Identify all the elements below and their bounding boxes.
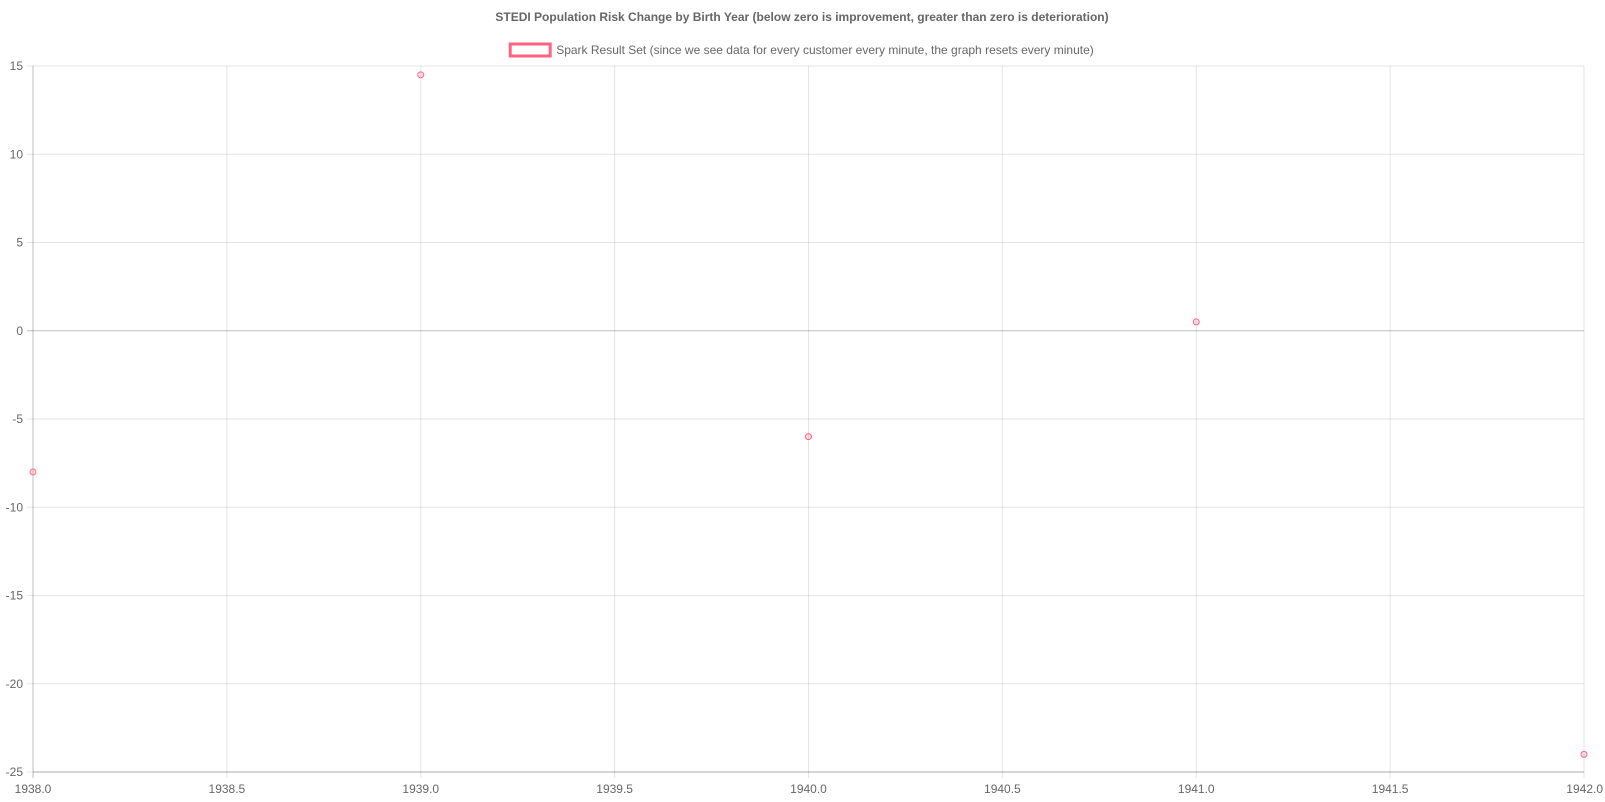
data-point[interactable] bbox=[1580, 750, 1588, 758]
grid bbox=[27, 65, 1585, 778]
y-tick-label: -20 bbox=[6, 677, 24, 691]
data-point[interactable] bbox=[805, 433, 812, 441]
legend-swatch[interactable] bbox=[508, 42, 552, 58]
x-tick-label: 1941.5 bbox=[1372, 782, 1409, 796]
y-tick-label: 5 bbox=[16, 236, 23, 250]
data-point[interactable] bbox=[29, 468, 37, 476]
x-tick-label: 1939.5 bbox=[596, 782, 633, 796]
data-points bbox=[29, 71, 1588, 758]
data-point[interactable] bbox=[1192, 318, 1200, 326]
y-tick-label: -10 bbox=[6, 500, 24, 514]
chart-title: STEDI Population Risk Change by Birth Ye… bbox=[495, 10, 1108, 24]
x-tick-label: 1942.0 bbox=[1566, 782, 1603, 796]
legend-label[interactable]: Spark Result Set (since we see data for … bbox=[556, 43, 1094, 57]
x-axis-ticks: 1938.0 1938.5 1939.0 1939.5 1940.0 1940.5 1941… bbox=[15, 782, 1604, 796]
y-tick-label: -15 bbox=[6, 589, 24, 603]
y-tick-label: -5 bbox=[12, 412, 23, 426]
y-tick-label: 0 bbox=[16, 324, 23, 338]
y-axis-ticks: 15 10 5 0 -5 -10 -15 -20 -25 bbox=[6, 59, 24, 779]
y-tick-label: 15 bbox=[10, 59, 24, 73]
data-point[interactable] bbox=[417, 71, 425, 79]
x-tick-label: 1941.0 bbox=[1178, 782, 1215, 796]
x-tick-label: 1940.5 bbox=[984, 782, 1021, 796]
x-tick-label: 1938.0 bbox=[15, 782, 52, 796]
x-tick-label: 1939.0 bbox=[402, 782, 439, 796]
x-tick-label: 1938.5 bbox=[209, 782, 246, 796]
legend[interactable]: Spark Result Set (since we see data for … bbox=[508, 42, 1094, 58]
y-tick-label: 10 bbox=[10, 147, 24, 161]
x-tick-label: 1940.0 bbox=[790, 782, 827, 796]
y-tick-label: -25 bbox=[6, 765, 24, 779]
